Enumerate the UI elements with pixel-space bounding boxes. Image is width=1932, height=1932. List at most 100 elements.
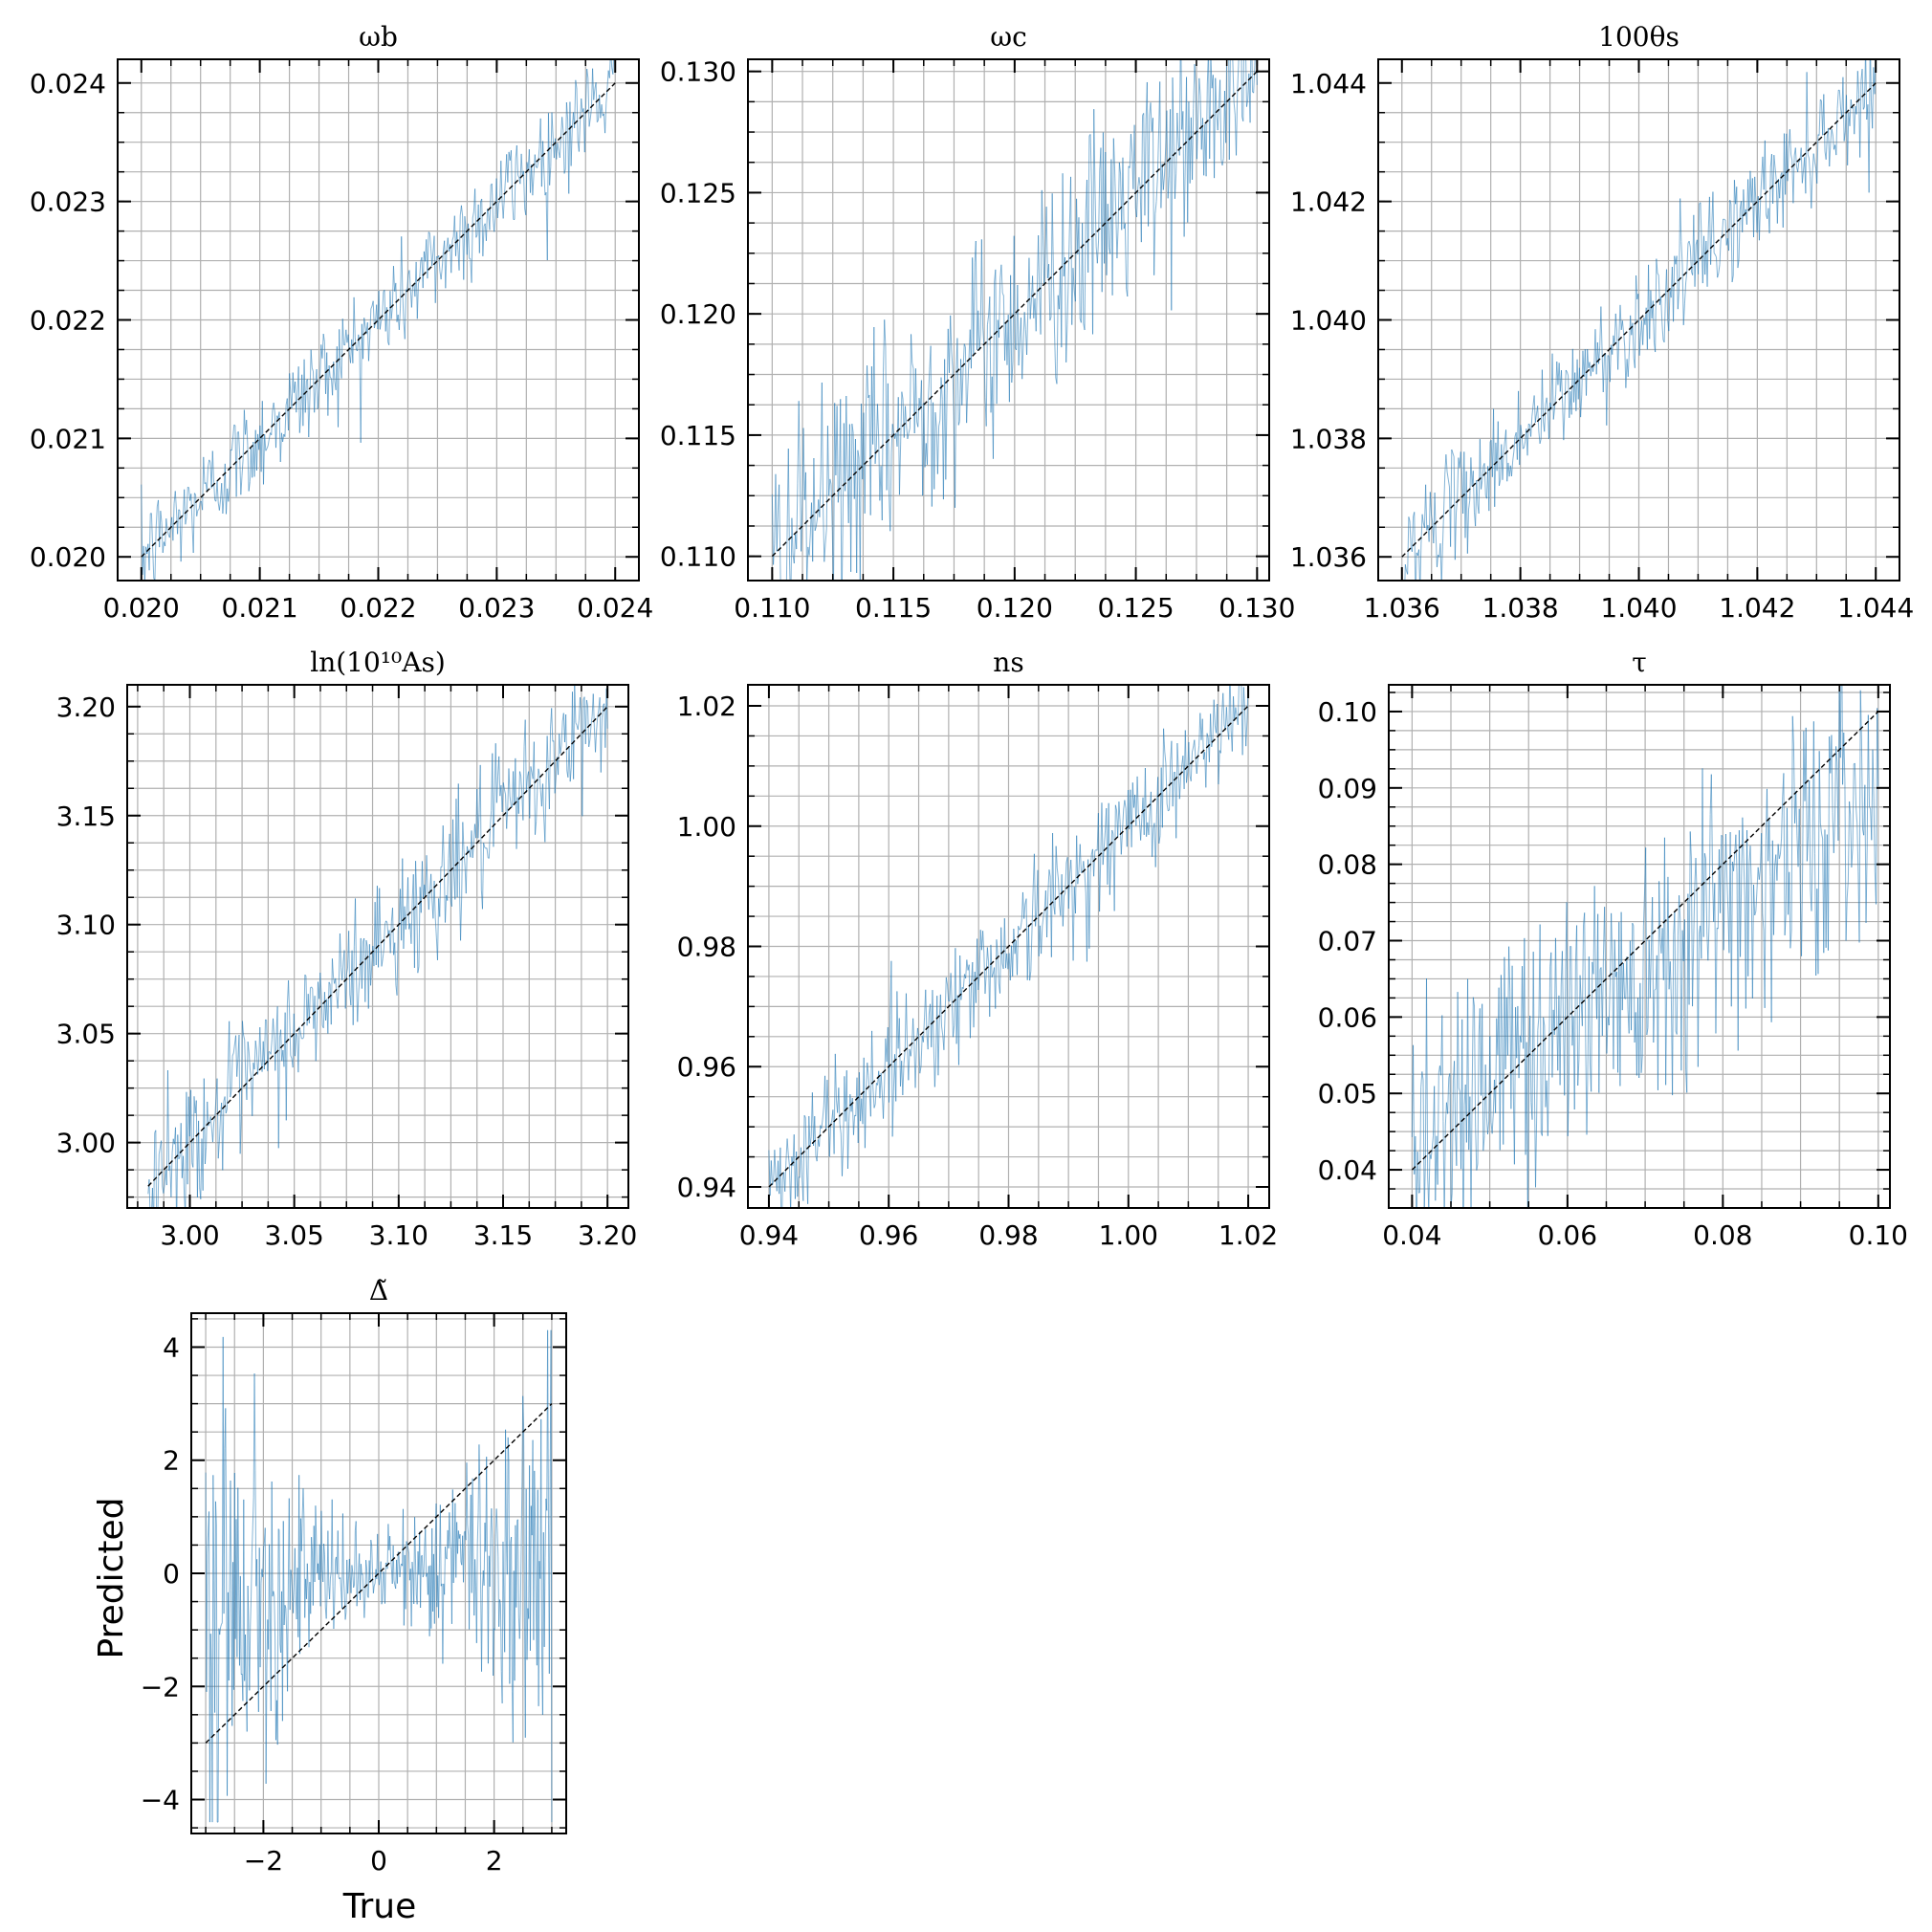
data-segment	[1456, 497, 1459, 514]
data-segment	[600, 717, 603, 773]
data-segment	[472, 211, 474, 218]
data-segment	[1573, 962, 1576, 1109]
data-segment	[1484, 1065, 1487, 1118]
data-segment	[1831, 128, 1833, 136]
data-segment	[1078, 217, 1081, 319]
data-segment	[1652, 897, 1655, 1043]
data-segment	[787, 1154, 790, 1167]
data-segment	[1131, 782, 1133, 847]
data-segment	[190, 1089, 193, 1163]
data-segment	[1117, 162, 1120, 227]
data-segment	[1441, 511, 1445, 547]
data-segment	[896, 991, 899, 1049]
data-segment	[793, 534, 797, 564]
data-segment	[1018, 337, 1021, 366]
data-segment	[163, 1184, 165, 1194]
data-segment	[1477, 1035, 1480, 1165]
data-segment	[1864, 784, 1867, 924]
data-segment	[265, 448, 268, 451]
data-segment	[1206, 59, 1209, 85]
data-segment	[518, 1612, 521, 1639]
data-segment	[287, 373, 291, 430]
data-segment	[884, 1038, 887, 1085]
data-segment	[803, 1114, 806, 1118]
data-segment	[431, 252, 434, 267]
data-segment	[569, 101, 572, 166]
data-segment	[989, 944, 992, 1018]
y-tick-label: 0.125	[660, 177, 736, 209]
data-segment	[358, 976, 361, 994]
data-segment	[256, 1059, 260, 1075]
data-segment	[808, 1115, 811, 1147]
data-segment	[969, 982, 973, 1039]
data-segment	[1171, 77, 1174, 311]
data-segment	[1205, 84, 1208, 177]
data-segment	[1602, 356, 1605, 393]
data-segment	[551, 112, 554, 137]
data-segment	[494, 1535, 496, 1631]
data-segment	[1032, 275, 1035, 318]
data-segment	[1431, 1135, 1434, 1150]
data-segment	[506, 806, 509, 829]
data-segment	[1724, 833, 1728, 879]
data-segment	[422, 251, 425, 289]
data-segment	[354, 1530, 356, 1585]
data-segment	[1519, 425, 1522, 466]
data-segment	[1213, 699, 1216, 726]
data-segment	[1708, 814, 1711, 924]
data-segment	[285, 1608, 288, 1634]
data-segment	[1054, 845, 1057, 915]
data-segment	[357, 993, 360, 1022]
data-segment	[1135, 187, 1139, 218]
y-tick-label: 3.20	[56, 692, 116, 723]
data-segment	[178, 509, 181, 512]
data-segment	[150, 513, 154, 548]
data-segment	[864, 1089, 867, 1149]
data-segment	[401, 236, 404, 292]
data-segment	[553, 740, 556, 794]
ticks	[191, 1313, 566, 1833]
data-segment	[1150, 102, 1153, 132]
data-segment	[1584, 912, 1587, 1043]
data-segment	[1723, 218, 1726, 221]
data-segment	[502, 782, 505, 790]
data-segment	[280, 1029, 283, 1062]
data-segment	[955, 370, 957, 508]
data-segment	[310, 349, 313, 368]
data-segment	[1169, 760, 1172, 810]
data-segment	[1715, 928, 1718, 1034]
data-segment	[1215, 77, 1218, 113]
y-tick-label: 0.120	[660, 298, 736, 330]
data-segment	[154, 529, 157, 581]
data-segment	[1092, 109, 1095, 335]
data-segment	[487, 1555, 490, 1664]
data-segment	[165, 518, 168, 530]
data-segment	[271, 1481, 274, 1597]
data-segment	[521, 1395, 524, 1482]
y-tick-label: 0.04	[1318, 1154, 1377, 1186]
data-segment	[259, 1583, 262, 1668]
data-segment	[1056, 867, 1060, 880]
data-segment	[1678, 198, 1681, 292]
data-segment	[1798, 808, 1801, 901]
data-segment	[1011, 362, 1014, 384]
data-segment	[445, 249, 448, 289]
data-segment	[1859, 80, 1862, 158]
data-segment	[897, 397, 900, 495]
data-segment	[282, 433, 285, 443]
data-segment	[218, 1116, 221, 1142]
data-segment	[867, 365, 869, 398]
panel-title: ln(10¹⁰As)	[310, 647, 446, 678]
data-segment	[187, 487, 191, 501]
data-segment	[1580, 394, 1583, 418]
data-segment	[1698, 203, 1701, 274]
data-segment	[253, 1041, 256, 1070]
data-segment	[292, 372, 295, 393]
data-segment	[502, 197, 505, 219]
data-segment	[318, 376, 321, 392]
data-segment	[1672, 934, 1675, 1096]
data-segment	[1823, 94, 1826, 152]
data-segment	[385, 307, 389, 342]
data-segment	[463, 1532, 465, 1583]
data-segment	[323, 1554, 326, 1609]
